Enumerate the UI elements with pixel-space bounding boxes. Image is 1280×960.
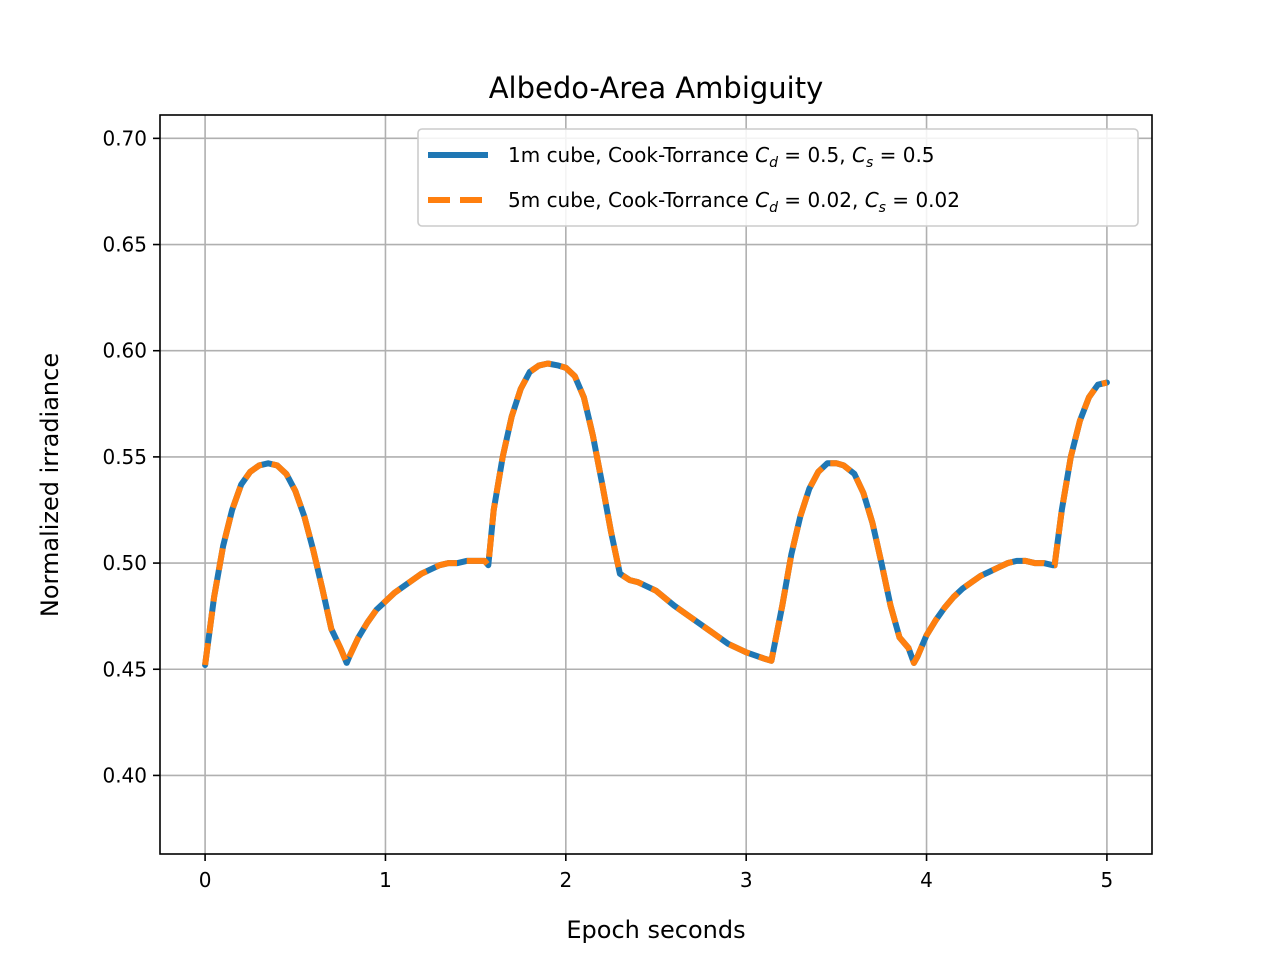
- legend-label-1m-cube: 1m cube, Cook-Torrance Cd = 0.5, Cs = 0.…: [508, 143, 935, 171]
- tick-layer: 0 1 2 3 4 5 0.40 0.45 0.50 0.55 0.60 0.65 0.70: [102, 126, 1113, 892]
- x-axis-label: Epoch seconds: [566, 916, 745, 944]
- y-tick-label: 0.50: [102, 551, 147, 575]
- y-tick-label: 0.70: [102, 126, 147, 150]
- legend-box: [417, 128, 1139, 227]
- x-tick-label: 0: [199, 868, 212, 892]
- legend: 1m cube, Cook-Torrance Cd = 0.5, Cs = 0.…: [417, 128, 1139, 227]
- x-tick-label: 4: [920, 868, 933, 892]
- chart-title: Albedo-Area Ambiguity: [489, 71, 824, 105]
- plot-frame: [159, 114, 1153, 855]
- series-layer: [202, 360, 1110, 668]
- grid-lines: [160, 115, 1152, 854]
- y-tick-label: 0.45: [102, 657, 147, 681]
- x-tick-label: 3: [740, 868, 753, 892]
- y-tick-label: 0.40: [102, 763, 147, 787]
- y-tick-label: 0.60: [102, 339, 147, 363]
- x-tick-label: 5: [1101, 868, 1114, 892]
- series-line-5m-cube: [202, 360, 1108, 666]
- x-tick-label: 1: [379, 868, 392, 892]
- legend-label-5m-cube: 5m cube, Cook-Torrance Cd = 0.02, Cs = 0…: [508, 188, 960, 216]
- x-tick-label: 2: [559, 868, 572, 892]
- y-tick-label: 0.65: [102, 233, 147, 257]
- y-tick-label: 0.55: [102, 445, 147, 469]
- y-axis-label: Normalized irradiance: [36, 353, 64, 617]
